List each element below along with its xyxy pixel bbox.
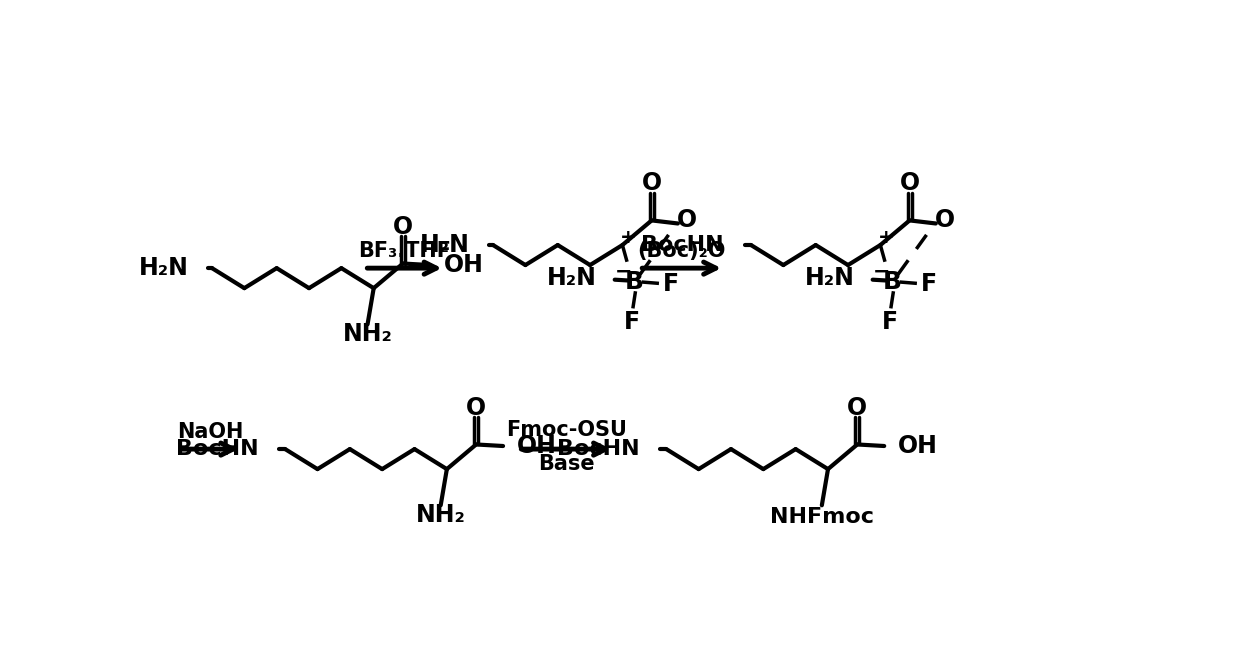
Text: Base: Base <box>538 455 594 474</box>
Text: F: F <box>921 272 937 296</box>
Text: H₂N: H₂N <box>420 233 470 257</box>
Text: O: O <box>466 396 486 419</box>
Text: NH₂: NH₂ <box>415 503 466 527</box>
Text: B: B <box>883 270 901 294</box>
Text: NaOH: NaOH <box>177 422 243 442</box>
Text: BocHN: BocHN <box>557 439 640 459</box>
Text: OH: OH <box>444 253 484 277</box>
Text: +: + <box>620 228 637 247</box>
Text: B: B <box>625 270 644 294</box>
Text: −: − <box>615 261 632 281</box>
Text: H₂N: H₂N <box>547 266 596 290</box>
Text: O: O <box>677 209 697 232</box>
Text: Fmoc-OSU: Fmoc-OSU <box>506 420 626 440</box>
Text: H₂N: H₂N <box>139 256 188 280</box>
Text: BocHN: BocHN <box>176 439 258 459</box>
Text: BocHN: BocHN <box>641 235 724 255</box>
Text: O: O <box>393 215 413 239</box>
Text: H₂N: H₂N <box>805 266 854 290</box>
Text: F: F <box>883 310 899 334</box>
Text: NH₂: NH₂ <box>342 322 393 346</box>
Text: NHFmoc: NHFmoc <box>770 507 874 527</box>
Text: F: F <box>663 272 680 296</box>
Text: F: F <box>625 310 641 334</box>
Text: OH: OH <box>898 434 937 458</box>
Text: O: O <box>899 171 920 195</box>
Text: O: O <box>935 209 955 232</box>
Text: BF₃.THF: BF₃.THF <box>358 241 451 261</box>
Text: O: O <box>641 171 662 195</box>
Text: O: O <box>847 396 867 419</box>
Text: −: − <box>873 261 890 281</box>
Text: OH: OH <box>517 434 557 458</box>
Text: (Boc)₂O: (Boc)₂O <box>637 241 725 261</box>
Text: +: + <box>878 228 895 247</box>
